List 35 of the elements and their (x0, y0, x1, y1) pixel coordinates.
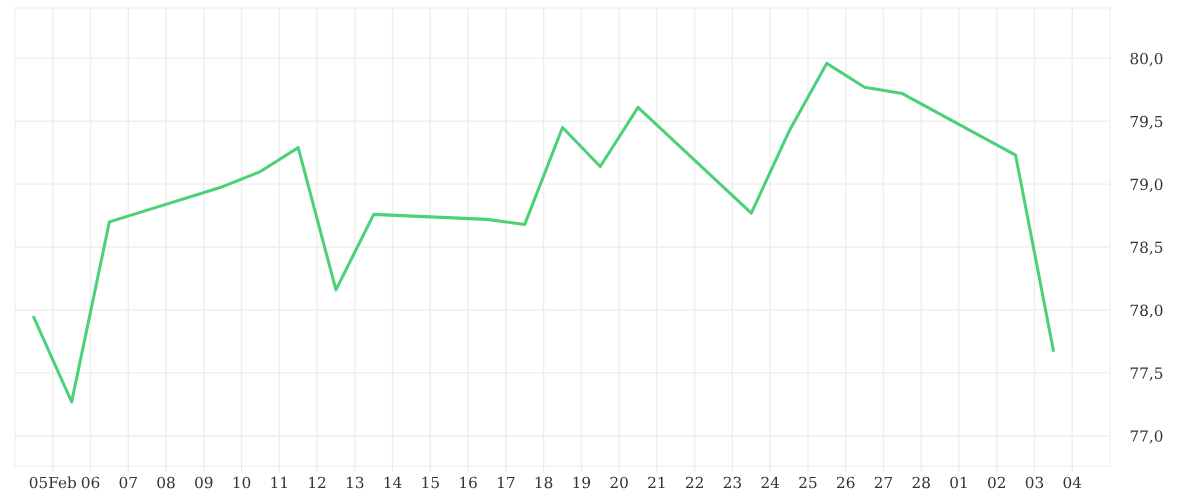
x-tick-label: 04 (1063, 476, 1082, 489)
y-tick-label: 79,5 (1130, 115, 1163, 130)
x-tick-label: 01 (950, 476, 967, 489)
x-tick-label: 11 (271, 476, 287, 489)
x-tick-label: 13 (346, 476, 364, 489)
x-tick-label: 07 (119, 476, 137, 489)
x-tick-label: 16 (460, 476, 477, 489)
y-tick-label: 77,0 (1130, 430, 1163, 444)
y-tick-label: 78,0 (1130, 304, 1163, 318)
x-tick-label: 10 (233, 476, 251, 489)
x-tick-label: 15 (422, 476, 439, 489)
x-tick-label: 20 (610, 476, 628, 489)
x-tick-label: 08 (157, 476, 175, 489)
y-tick-label: 78,5 (1130, 241, 1163, 255)
x-tick-label: 24 (761, 476, 780, 489)
y-tick-label: 79,0 (1130, 178, 1163, 193)
x-tick-label: 17 (498, 476, 515, 489)
y-tick-label: 80,0 (1130, 52, 1163, 67)
x-tick-label: 27 (874, 476, 893, 489)
x-tick-label: 14 (384, 476, 402, 489)
x-tick-label: 02 (988, 476, 1005, 489)
x-tick-label: 22 (685, 476, 703, 489)
x-tick-label: 03 (1025, 476, 1044, 489)
x-tick-label: 18 (535, 476, 553, 489)
x-tick-label: 09 (195, 476, 213, 489)
y-tick-label: 77,5 (1130, 367, 1163, 381)
x-tick-label: 06 (81, 476, 100, 489)
x-tick-label: 21 (648, 476, 665, 489)
x-tick-label: 23 (723, 476, 741, 489)
x-tick-label: 25 (799, 476, 817, 489)
x-tick-label: 12 (309, 476, 326, 489)
x-tick-label: 28 (912, 476, 930, 489)
x-tick-label: 05Feb (29, 476, 76, 489)
x-tick-label: 19 (573, 476, 591, 489)
x-tick-label: 26 (837, 476, 855, 489)
